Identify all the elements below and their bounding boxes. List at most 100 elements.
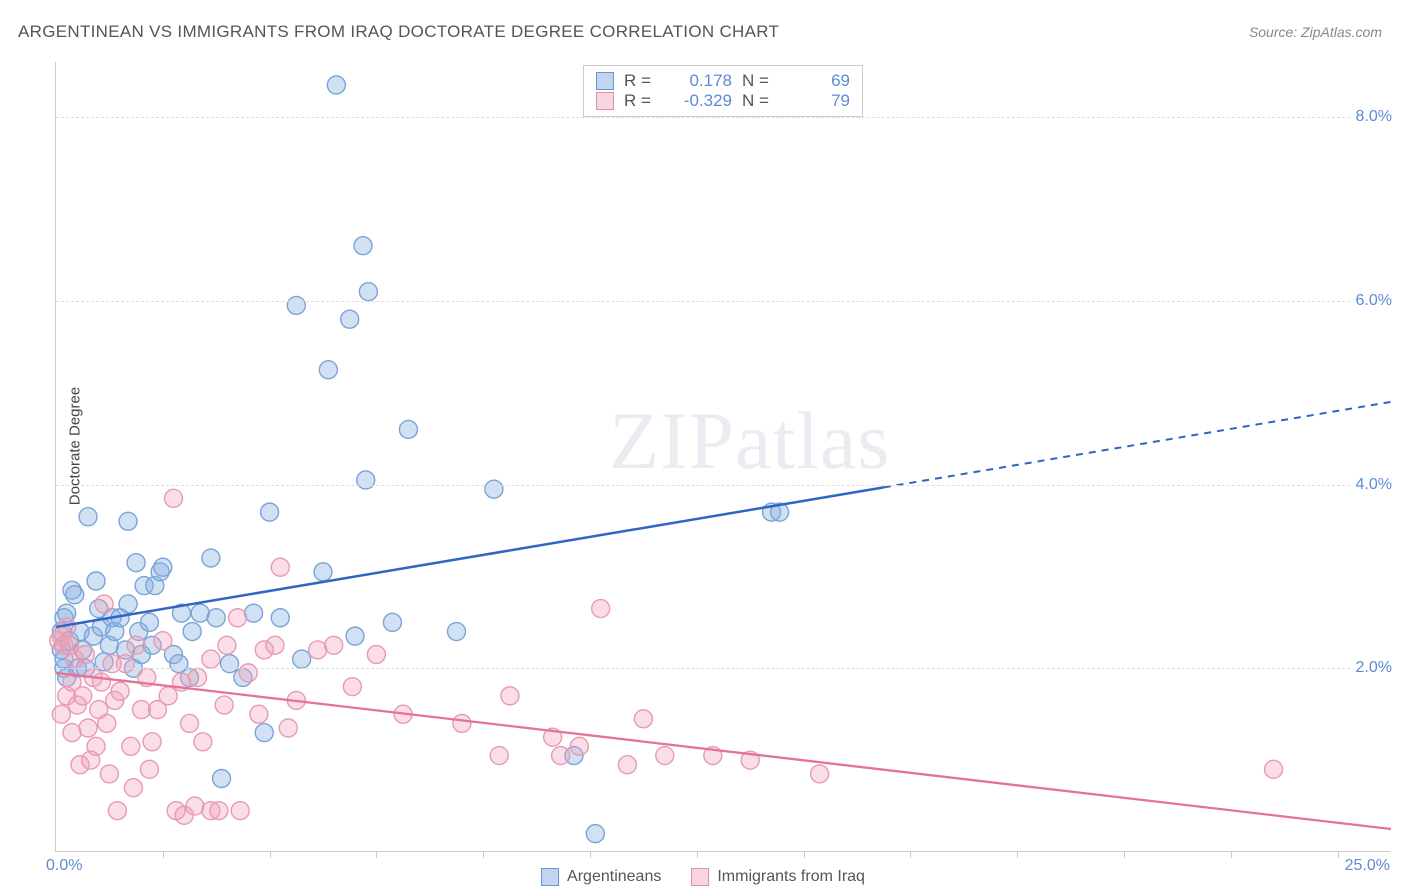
gridline <box>56 668 1390 669</box>
data-point <box>618 756 636 774</box>
legend-item-argentineans: Argentineans <box>541 868 661 886</box>
data-point <box>592 600 610 618</box>
data-point <box>552 747 570 765</box>
data-point <box>1265 760 1283 778</box>
data-point <box>213 770 231 788</box>
data-point <box>79 719 97 737</box>
data-point <box>319 361 337 379</box>
data-point <box>154 558 172 576</box>
data-point <box>87 737 105 755</box>
y-tick-label: 2.0% <box>1350 659 1392 677</box>
data-point <box>92 673 110 691</box>
r-value: -0.329 <box>668 91 732 111</box>
n-label: N = <box>742 91 776 111</box>
correlation-legend: R = 0.178 N = 69 R = -0.329 N = 79 <box>583 65 863 117</box>
data-point <box>656 747 674 765</box>
data-point <box>266 636 284 654</box>
gridline <box>56 485 1390 486</box>
data-point <box>586 825 604 843</box>
chart-title: ARGENTINEAN VS IMMIGRANTS FROM IRAQ DOCT… <box>18 22 779 42</box>
data-point <box>127 636 145 654</box>
data-point <box>343 678 361 696</box>
data-point <box>359 283 377 301</box>
x-tick <box>697 851 698 858</box>
data-point <box>194 733 212 751</box>
series-legend: Argentineans Immigrants from Iraq <box>541 868 865 886</box>
data-point <box>215 696 233 714</box>
scatter-svg <box>56 62 1390 851</box>
legend-label: Argentineans <box>567 868 661 886</box>
trend-line-extrapolated <box>884 402 1391 488</box>
data-point <box>261 503 279 521</box>
plot-area: ZIPatlas R = 0.178 N = 69 R = -0.329 N =… <box>55 62 1390 852</box>
data-point <box>367 646 385 664</box>
data-point <box>132 701 150 719</box>
data-point <box>95 595 113 613</box>
data-point <box>325 636 343 654</box>
data-point <box>271 609 289 627</box>
n-value: 69 <box>786 71 850 91</box>
gridline <box>56 301 1390 302</box>
data-point <box>183 623 201 641</box>
x-origin-label: 0.0% <box>46 857 82 875</box>
swatch-pink-icon <box>691 868 709 886</box>
data-point <box>108 802 126 820</box>
data-point <box>309 641 327 659</box>
data-point <box>189 668 207 686</box>
data-point <box>207 609 225 627</box>
trend-line <box>56 487 884 627</box>
data-point <box>140 760 158 778</box>
x-tick <box>804 851 805 858</box>
x-tick <box>590 851 591 858</box>
x-tick <box>1124 851 1125 858</box>
data-point <box>327 76 345 94</box>
x-tick <box>1338 851 1339 858</box>
gridline <box>56 117 1390 118</box>
legend-row-iraq: R = -0.329 N = 79 <box>596 91 850 111</box>
x-tick <box>270 851 271 858</box>
swatch-pink-icon <box>596 92 614 110</box>
data-point <box>357 471 375 489</box>
x-tick <box>1231 851 1232 858</box>
data-point <box>448 623 466 641</box>
data-point <box>87 572 105 590</box>
r-label: R = <box>624 91 658 111</box>
data-point <box>210 802 228 820</box>
data-point <box>570 737 588 755</box>
data-point <box>111 682 129 700</box>
data-point <box>140 613 158 631</box>
data-point <box>154 632 172 650</box>
data-point <box>218 636 236 654</box>
data-point <box>634 710 652 728</box>
data-point <box>239 664 257 682</box>
data-point <box>485 480 503 498</box>
data-point <box>346 627 364 645</box>
data-point <box>293 650 311 668</box>
data-point <box>52 705 70 723</box>
data-point <box>74 687 92 705</box>
data-point <box>79 508 97 526</box>
data-point <box>231 802 249 820</box>
legend-item-iraq: Immigrants from Iraq <box>691 868 865 886</box>
data-point <box>383 613 401 631</box>
trend-line <box>56 673 1391 829</box>
n-value: 79 <box>786 91 850 111</box>
x-tick <box>376 851 377 858</box>
n-label: N = <box>742 71 776 91</box>
x-tick <box>163 851 164 858</box>
data-point <box>119 512 137 530</box>
data-point <box>66 586 84 604</box>
data-point <box>354 237 372 255</box>
data-point <box>63 724 81 742</box>
r-label: R = <box>624 71 658 91</box>
data-point <box>127 554 145 572</box>
data-point <box>229 609 247 627</box>
data-point <box>98 714 116 732</box>
x-tick <box>910 851 911 858</box>
swatch-blue-icon <box>596 72 614 90</box>
x-tick <box>483 851 484 858</box>
data-point <box>122 737 140 755</box>
data-point <box>181 714 199 732</box>
legend-row-argentineans: R = 0.178 N = 69 <box>596 71 850 91</box>
data-point <box>116 655 134 673</box>
